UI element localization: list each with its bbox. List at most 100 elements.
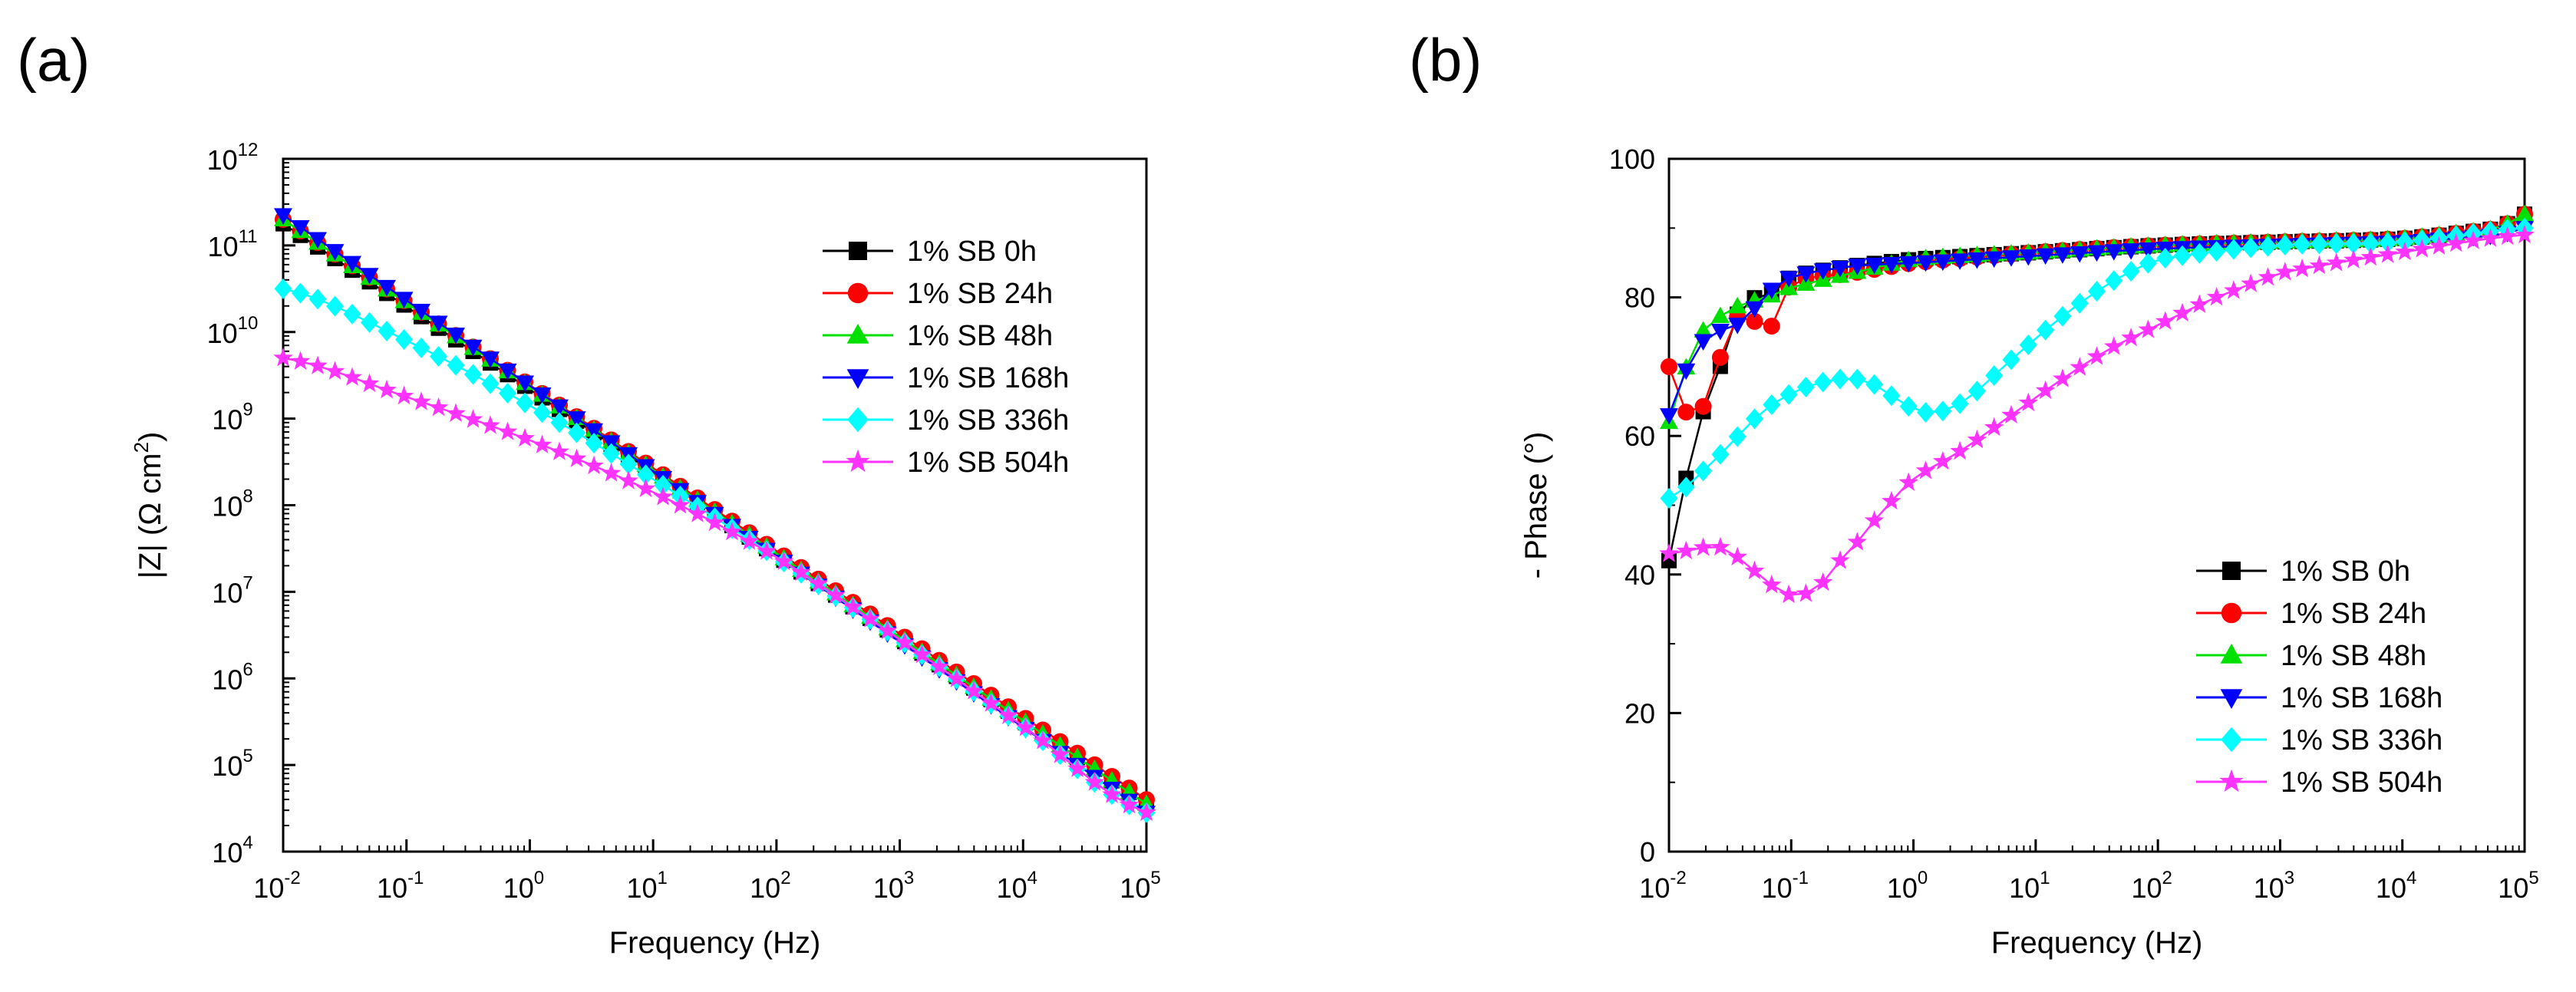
data-point — [2104, 336, 2124, 355]
legend-item-1-sb-336h: 1% SB 336h — [2196, 724, 2442, 756]
data-point — [1779, 271, 1799, 288]
data-point — [773, 551, 794, 570]
data-point — [2275, 262, 2295, 281]
x-tick-label: 104 — [2376, 868, 2416, 904]
x-axis-title: Frequency (Hz) — [1991, 926, 2203, 960]
data-point — [1864, 510, 1885, 529]
x-tick-label: 10-2 — [253, 868, 300, 904]
data-point — [430, 346, 447, 367]
data-point — [2121, 328, 2141, 347]
data-point — [2224, 280, 2244, 299]
legend-marker — [846, 324, 869, 344]
x-tick-label: 103 — [873, 868, 914, 904]
x-axis-a: 10-2 10-1 100 101 102 103 104 105 — [253, 839, 1161, 904]
data-point — [2310, 233, 2328, 255]
y-axis-b: 0 20 40 60 80 100 — [1609, 143, 1681, 868]
data-point — [308, 232, 327, 249]
data-point — [1812, 572, 1833, 592]
data-point — [1814, 371, 1832, 393]
legend-marker — [2222, 562, 2241, 580]
data-point — [2122, 261, 2140, 282]
data-point — [722, 521, 742, 541]
data-point — [359, 373, 380, 393]
legend-label: 1% SB 24h — [2281, 598, 2426, 630]
legend-item-1-sb-0h: 1% SB 0h — [823, 236, 1037, 268]
data-point — [1865, 257, 1884, 275]
data-point — [2156, 247, 2175, 269]
data-point — [1796, 266, 1816, 283]
data-point — [585, 433, 603, 454]
data-point — [2105, 270, 2123, 292]
data-point — [1728, 296, 1747, 314]
data-point — [1762, 282, 1781, 300]
data-point — [1899, 396, 1918, 417]
data-point — [2343, 249, 2363, 269]
x-tick-label: 100 — [503, 868, 544, 904]
data-point — [308, 355, 328, 374]
data-point — [619, 453, 638, 475]
data-point — [1951, 393, 1969, 414]
data-point — [1951, 253, 1970, 270]
data-point — [446, 403, 466, 422]
data-point — [635, 478, 656, 497]
data-point — [481, 351, 500, 368]
data-point — [428, 397, 449, 417]
data-point — [1694, 334, 1713, 351]
data-point — [481, 373, 500, 394]
data-point — [1915, 460, 1936, 480]
data-point — [308, 288, 327, 310]
data-point — [1677, 476, 1695, 498]
data-point — [2429, 236, 2449, 255]
data-point — [1967, 429, 1987, 449]
series-line — [1668, 227, 2525, 499]
data-point — [1050, 744, 1070, 763]
data-point — [2395, 241, 2415, 261]
data-point — [1660, 487, 1678, 509]
y-tick-label: 40 — [1624, 559, 1655, 591]
data-point — [2088, 281, 2106, 302]
data-point — [550, 399, 569, 417]
data-point — [1882, 385, 1901, 407]
data-point — [412, 337, 430, 358]
data-point — [1015, 717, 1036, 737]
data-point — [2276, 234, 2294, 255]
data-point — [602, 443, 620, 464]
series-1-sb-504h — [273, 348, 1156, 822]
data-point — [1676, 540, 1697, 560]
data-point — [912, 644, 932, 664]
data-point — [1710, 536, 1730, 556]
data-point — [860, 608, 880, 628]
data-point — [843, 596, 863, 616]
data-point — [1762, 575, 1782, 594]
y-tick-label: 109 — [212, 400, 252, 436]
data-point — [411, 391, 431, 410]
data-point — [1677, 404, 1695, 421]
data-point — [1659, 543, 1679, 562]
data-point — [378, 321, 396, 342]
data-point — [1728, 318, 1747, 335]
data-point — [2155, 311, 2175, 330]
data-point — [568, 422, 585, 443]
data-point — [2035, 380, 2056, 400]
data-point — [2018, 392, 2039, 411]
data-point — [274, 208, 292, 225]
data-point — [1967, 252, 1987, 269]
data-point — [1848, 368, 1866, 390]
data-point — [2172, 302, 2192, 322]
y-tick-label: 104 — [212, 832, 252, 868]
data-point — [1950, 440, 1970, 460]
data-point — [2446, 232, 2466, 252]
data-point — [2086, 346, 2107, 365]
x-tick-label: 10-1 — [1762, 868, 1809, 904]
data-point — [1710, 323, 1730, 341]
data-point — [412, 303, 430, 321]
data-point — [2070, 246, 2089, 263]
panel-a-label: (a) — [17, 26, 90, 94]
data-point — [2087, 245, 2106, 262]
data-point — [654, 475, 672, 496]
x-tick-label: 105 — [1120, 868, 1160, 904]
data-point — [791, 562, 811, 582]
data-point — [1694, 460, 1713, 482]
data-point — [1917, 401, 1934, 423]
data-point — [1934, 400, 1952, 422]
